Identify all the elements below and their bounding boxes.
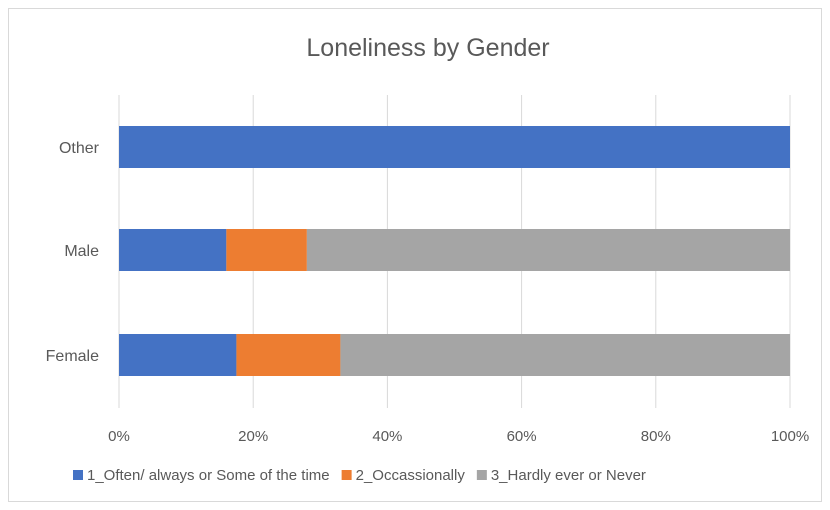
bar-segment [119,334,237,376]
legend: 1_Often/ always or Some of the time 2_Occ… [73,467,646,484]
bar-segment [236,334,341,376]
legend-label: 2_Occassionally [356,467,466,484]
x-tick-label: 40% [372,428,402,445]
legend-swatch [476,470,487,480]
category-label: Female [46,348,99,365]
bar-segment [226,229,307,271]
bars [119,126,790,376]
legend-label: 1_Often/ always or Some of the time [87,467,330,484]
legend-swatch [341,470,352,480]
x-tick-label: 100% [771,428,809,445]
legend-label: 3_Hardly ever or Never [491,467,646,484]
x-tick-labels: 0% 20% 40% 60% 80% 100% [108,428,809,445]
x-tick-label: 80% [641,428,671,445]
bar-segment [340,334,790,376]
category-labels: Other Male Female [46,140,100,365]
chart-title: Loneliness by Gender [306,34,549,62]
bar-segment [119,126,790,168]
x-tick-label: 20% [238,428,268,445]
x-tick-label: 60% [507,428,537,445]
x-tick-label: 0% [108,428,130,445]
category-label: Other [59,140,100,157]
bar-segment [306,229,790,271]
category-label: Male [64,243,99,260]
legend-swatch [73,470,83,480]
bar-segment [119,229,227,271]
